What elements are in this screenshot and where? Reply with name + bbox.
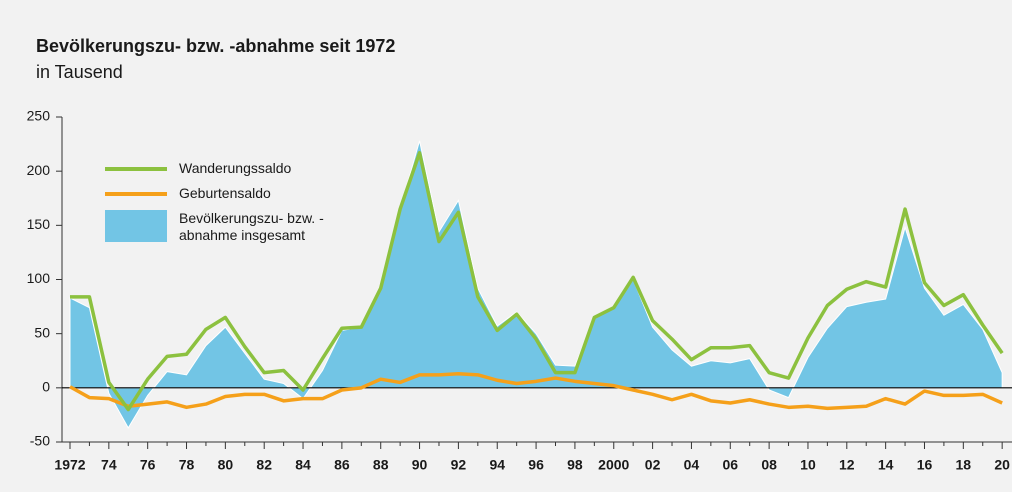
x-tick-label: 76 (140, 457, 156, 473)
x-tick-label: 10 (800, 457, 816, 473)
x-tick-label: 88 (373, 457, 389, 473)
y-tick-label: 150 (27, 216, 51, 232)
area (69, 140, 1003, 429)
x-tick-label: 16 (917, 457, 933, 473)
line (70, 151, 1004, 412)
x-tick-label: 04 (684, 457, 700, 473)
y-tick-label: 50 (34, 324, 50, 340)
legend: Wanderungssaldo Geburtensaldo Bevölkerungs… (105, 160, 349, 252)
x-tick-label: 74 (101, 457, 117, 473)
y-tick-label: 250 (27, 108, 51, 124)
x-tick-label: 82 (256, 457, 272, 473)
chart-subtitle: in Tausend (36, 62, 123, 82)
x-tick-label: 80 (218, 457, 234, 473)
legend-entry: Bevölkerungszu- bzw. -abnahme insgesamt (105, 210, 349, 244)
y-tick-label: 200 (27, 162, 51, 178)
legend-swatch (105, 210, 167, 242)
y-tick-label: 0 (42, 379, 50, 395)
line (69, 372, 1003, 411)
x-tick-label: 96 (528, 457, 544, 473)
x-tick-label: 94 (489, 457, 505, 473)
legend-entry: Geburtensaldo (105, 185, 349, 202)
x-tick-label: 12 (839, 457, 855, 473)
x-tick-label: 1972 (54, 457, 85, 473)
x-tick-label: 86 (334, 457, 350, 473)
legend-entry: Wanderungssaldo (105, 160, 349, 177)
legend-swatch (105, 167, 167, 171)
x-tick-label: 98 (567, 457, 583, 473)
x-tick-label: 78 (179, 457, 195, 473)
x-tick-label: 14 (878, 457, 894, 473)
legend-swatch (105, 192, 167, 196)
legend-label: Bevölkerungszu- bzw. -abnahme insgesamt (179, 210, 324, 243)
x-tick-label: 18 (956, 457, 972, 473)
x-tick-label: 84 (295, 457, 311, 473)
y-tick-label: -50 (30, 433, 50, 449)
x-tick-label: 92 (451, 457, 467, 473)
legend-label: Wanderungssaldo (179, 160, 292, 176)
y-tick-label: 100 (27, 270, 51, 286)
chart-title: Bevölkerungszu- bzw. -abnahme seit 1972 (36, 36, 395, 56)
x-tick-label: 90 (412, 457, 428, 473)
x-tick-label: 02 (645, 457, 661, 473)
legend-label: Geburtensaldo (179, 185, 271, 201)
x-tick-label: 20 (994, 457, 1010, 473)
x-tick-label: 06 (722, 457, 738, 473)
x-tick-label: 2000 (598, 457, 629, 473)
x-tick-label: 08 (761, 457, 777, 473)
